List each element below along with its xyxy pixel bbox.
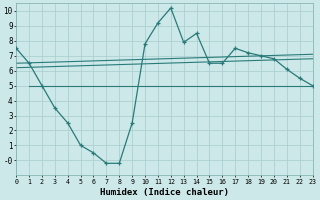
X-axis label: Humidex (Indice chaleur): Humidex (Indice chaleur) (100, 188, 229, 197)
